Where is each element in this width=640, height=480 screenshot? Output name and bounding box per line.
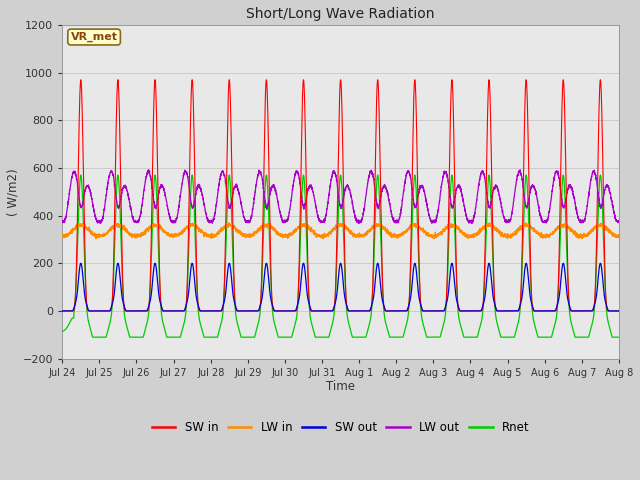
Y-axis label: ( W/m2): ( W/m2) xyxy=(7,168,20,216)
Title: Short/Long Wave Radiation: Short/Long Wave Radiation xyxy=(246,7,435,21)
Text: VR_met: VR_met xyxy=(70,32,118,42)
X-axis label: Time: Time xyxy=(326,381,355,394)
Legend: SW in, LW in, SW out, LW out, Rnet: SW in, LW in, SW out, LW out, Rnet xyxy=(147,416,534,439)
